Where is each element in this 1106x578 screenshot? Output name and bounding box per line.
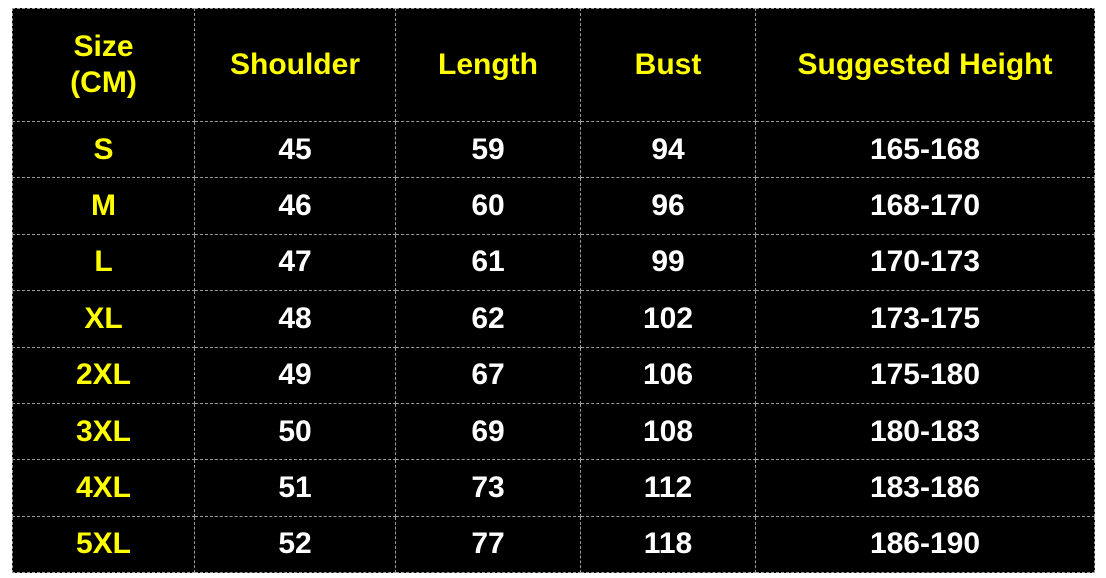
value-cell: 170-173 bbox=[755, 233, 1095, 292]
value-cell: 49 bbox=[194, 346, 396, 404]
table-row: L 47 61 99 170-173 bbox=[12, 233, 1095, 292]
value-cell: 77 bbox=[395, 515, 581, 574]
value-cell: 59 bbox=[395, 120, 581, 179]
header-cell: Size (CM) bbox=[12, 8, 195, 122]
value-cell: 175-180 bbox=[755, 346, 1095, 404]
value-cell: 168-170 bbox=[755, 177, 1095, 235]
value-cell: 48 bbox=[194, 290, 396, 348]
value-cell: 51 bbox=[194, 459, 396, 517]
value-cell: 61 bbox=[395, 233, 581, 292]
value-cell: 47 bbox=[194, 233, 396, 292]
value-cell: 165-168 bbox=[755, 120, 1095, 179]
value-cell: 186-190 bbox=[755, 515, 1095, 574]
size-cell: XL bbox=[12, 290, 195, 348]
value-cell: 50 bbox=[194, 402, 396, 461]
value-cell: 67 bbox=[395, 346, 581, 404]
value-cell: 102 bbox=[580, 290, 756, 348]
value-cell: 173-175 bbox=[755, 290, 1095, 348]
value-cell: 106 bbox=[580, 346, 756, 404]
table-row: M 46 60 96 168-170 bbox=[12, 177, 1095, 235]
size-cell: L bbox=[12, 233, 195, 292]
table-row: S 45 59 94 165-168 bbox=[12, 120, 1095, 179]
value-cell: 112 bbox=[580, 459, 756, 517]
size-cell: S bbox=[12, 120, 195, 179]
value-cell: 45 bbox=[194, 120, 396, 179]
header-cell: Length bbox=[395, 8, 581, 122]
value-cell: 99 bbox=[580, 233, 756, 292]
header-cell: Shoulder bbox=[194, 8, 396, 122]
value-cell: 96 bbox=[580, 177, 756, 235]
header-cell: Suggested Height bbox=[755, 8, 1095, 122]
table-row: 2XL 49 67 106 175-180 bbox=[12, 346, 1095, 404]
table-row: 5XL 52 77 118 186-190 bbox=[12, 515, 1095, 574]
table-row: 4XL 51 73 112 183-186 bbox=[12, 459, 1095, 517]
table-row: 3XL 50 69 108 180-183 bbox=[12, 402, 1095, 461]
value-cell: 52 bbox=[194, 515, 396, 574]
header-cell: Bust bbox=[580, 8, 756, 122]
size-cell: 3XL bbox=[12, 402, 195, 461]
size-table: Size (CM) Shoulder Length Bust Suggested Hei… bbox=[12, 8, 1095, 574]
value-cell: 60 bbox=[395, 177, 581, 235]
value-cell: 46 bbox=[194, 177, 396, 235]
value-cell: 73 bbox=[395, 459, 581, 517]
table-row: XL 48 62 102 173-175 bbox=[12, 290, 1095, 348]
value-cell: 180-183 bbox=[755, 402, 1095, 461]
size-cell: M bbox=[12, 177, 195, 235]
value-cell: 108 bbox=[580, 402, 756, 461]
value-cell: 94 bbox=[580, 120, 756, 179]
header-row: Size (CM) Shoulder Length Bust Suggested Hei… bbox=[12, 8, 1095, 122]
value-cell: 118 bbox=[580, 515, 756, 574]
value-cell: 69 bbox=[395, 402, 581, 461]
size-cell: 4XL bbox=[12, 459, 195, 517]
size-cell: 2XL bbox=[12, 346, 195, 404]
size-cell: 5XL bbox=[12, 515, 195, 574]
value-cell: 183-186 bbox=[755, 459, 1095, 517]
value-cell: 62 bbox=[395, 290, 581, 348]
